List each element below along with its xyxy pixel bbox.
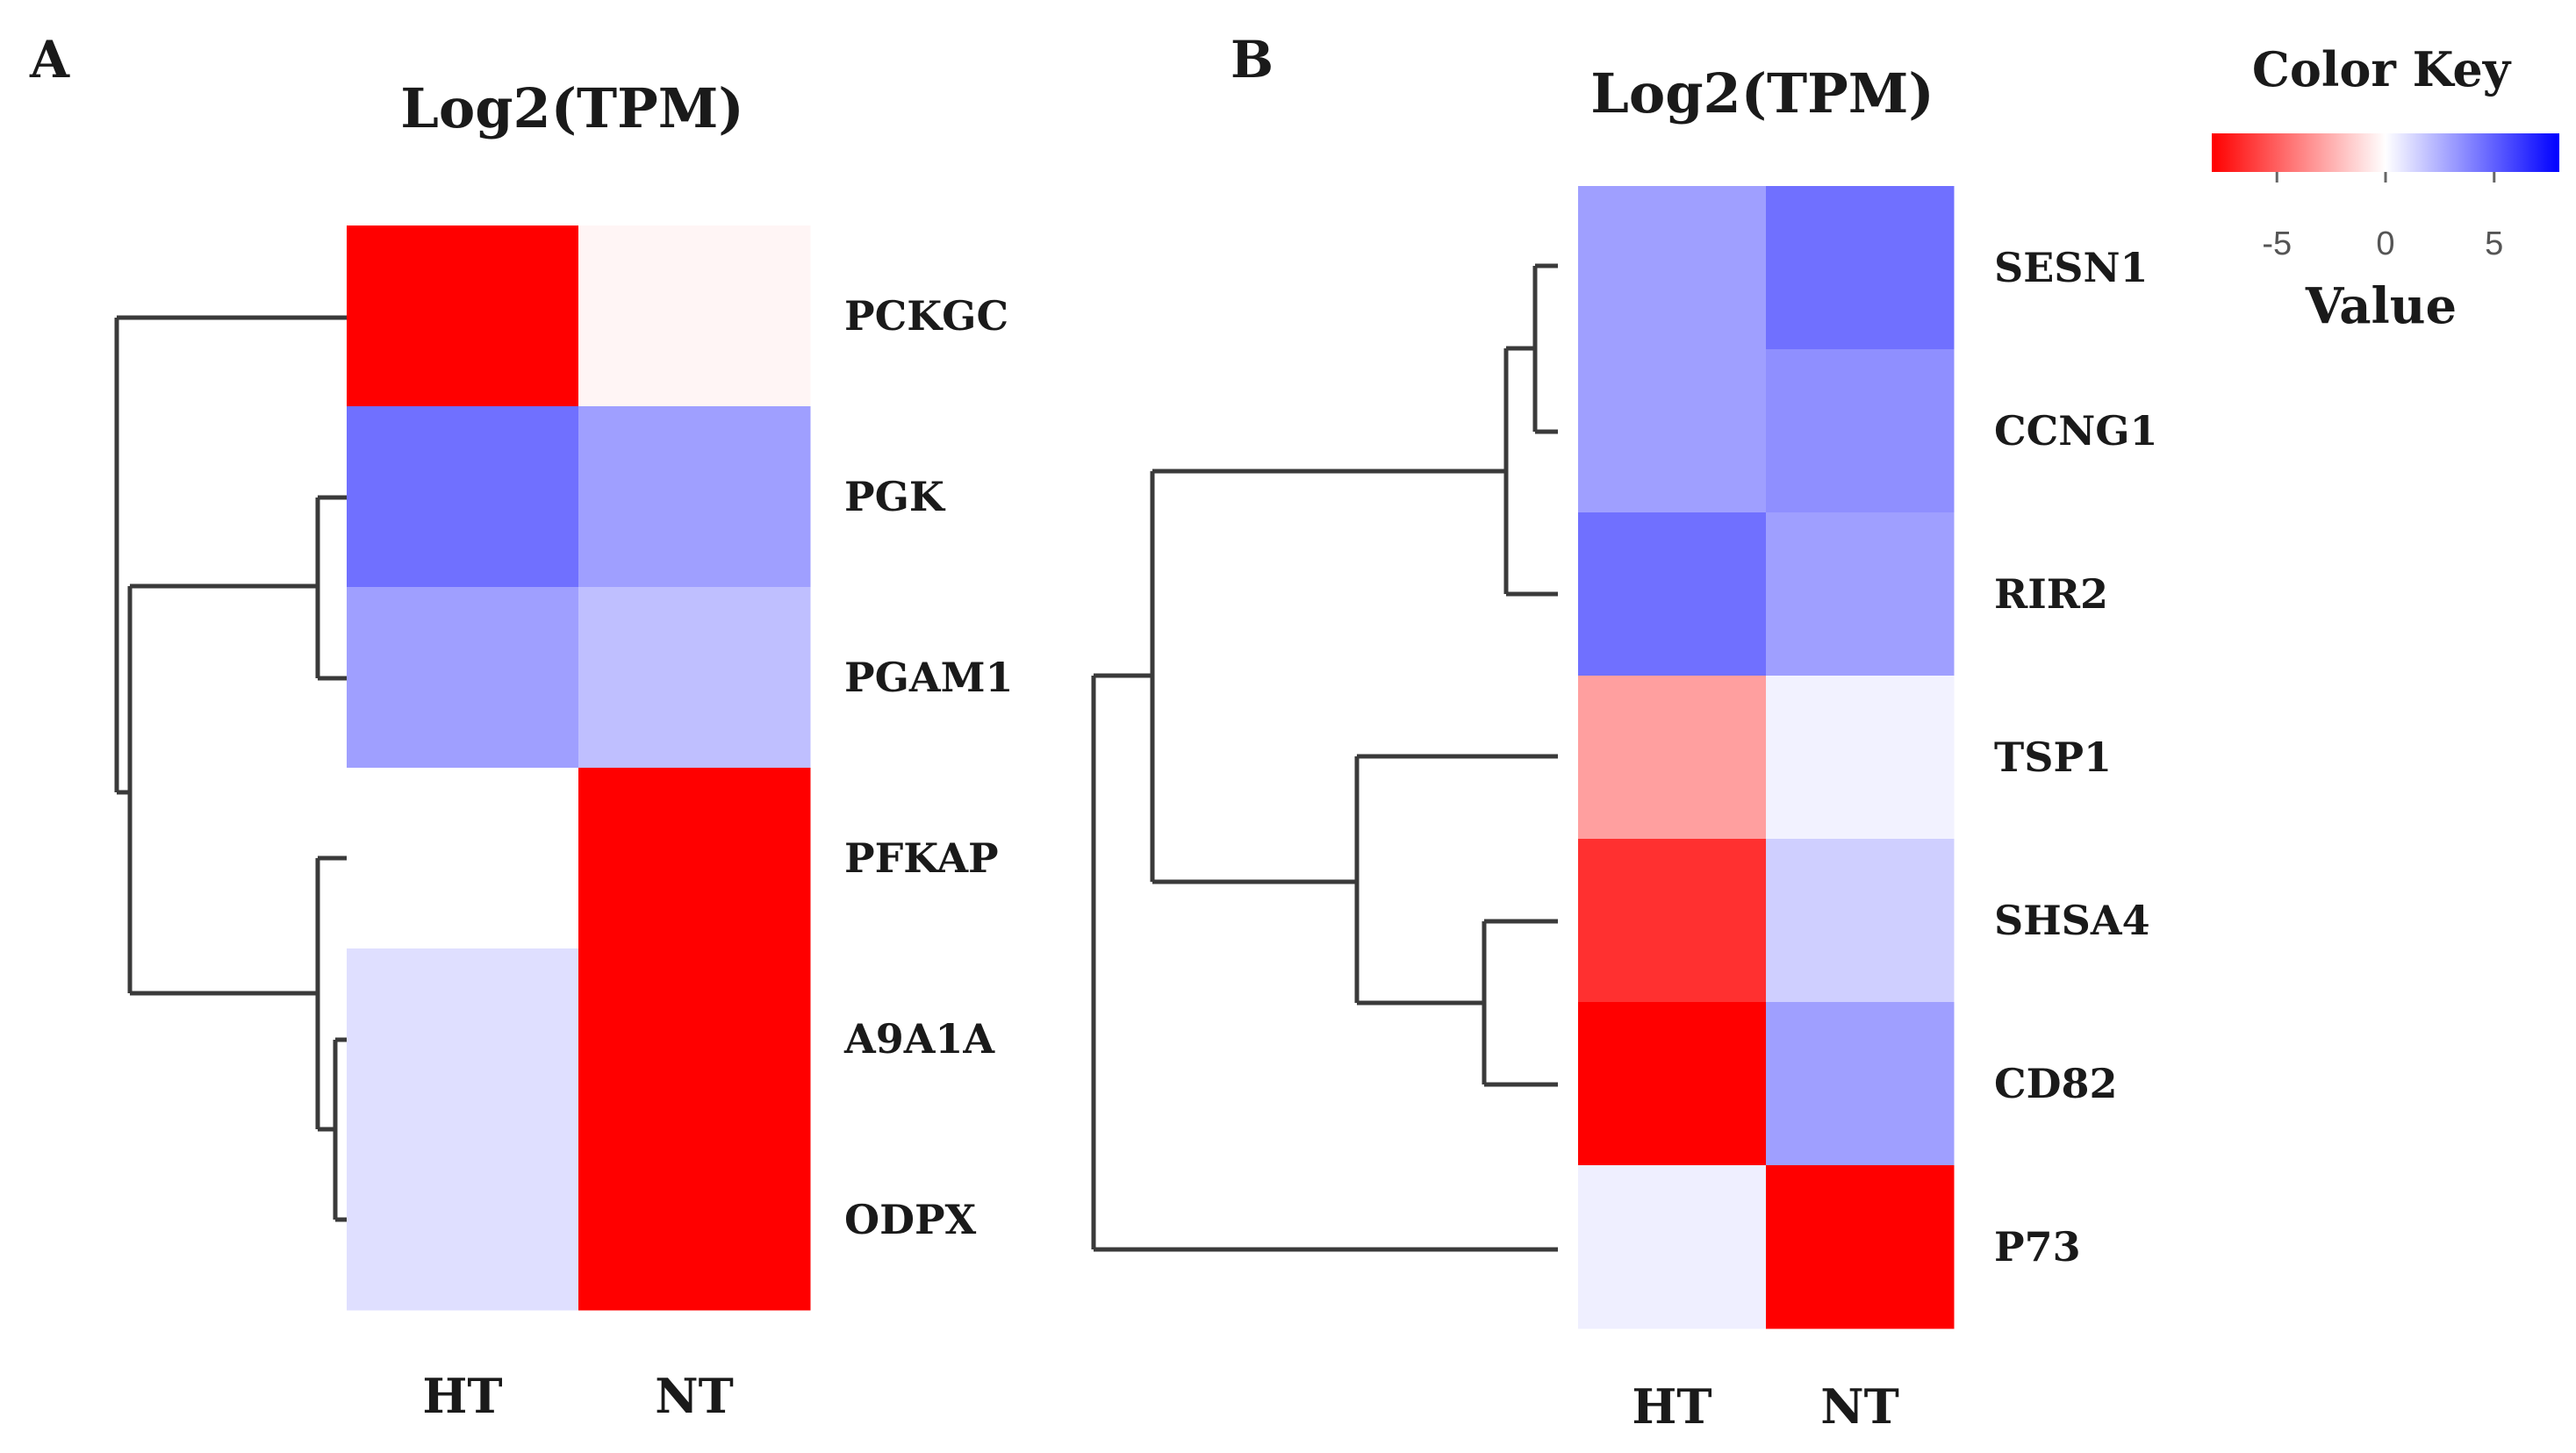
row-label: PFKAP (844, 834, 999, 882)
heatmap-cell (1578, 839, 1767, 1003)
row-label: SHSA4 (1994, 897, 2150, 944)
heatmap-cell (347, 587, 579, 769)
heatmap-cell (1578, 1002, 1767, 1166)
heatmap-cell (578, 768, 811, 949)
panel-b: B Log2(TPM) SESN1 CCNG1 RIR2 TSP1 SHSA4 … (1091, 30, 2158, 1435)
color-key-title: Color Key (2252, 41, 2512, 97)
heatmap-cell (1766, 1002, 1955, 1166)
panel-a-label: A (29, 30, 70, 89)
row-label: ODPX (844, 1196, 977, 1243)
color-key-xlabel: Value (2305, 277, 2457, 335)
heatmap-cell (1766, 512, 1955, 676)
color-key-tick-label: 5 (2485, 225, 2503, 262)
heatmap-cell (1578, 1165, 1767, 1329)
dendrogram-branch (315, 495, 347, 681)
panel-b-dendrogram (1091, 263, 1558, 1252)
column-label: HT (422, 1368, 502, 1424)
heatmap-cell (1766, 676, 1955, 840)
row-label: CCNG1 (1994, 407, 2158, 455)
heatmap-cell (347, 948, 579, 1130)
panel-b-row-labels: SESN1 CCNG1 RIR2 TSP1 SHSA4 CD82 P73 (1994, 244, 2158, 1270)
panel-a: A Log2(TPM) PCKGC PGK PGAM1 PFKAP A9A1A … (29, 30, 1014, 1424)
row-label: PGK (844, 473, 946, 520)
color-key-ticks: -5 0 5 (2262, 172, 2503, 262)
heatmap-cell (347, 1129, 579, 1311)
heatmap-cell (1766, 186, 1955, 350)
panel-a-title: Log2(TPM) (400, 76, 744, 140)
dendrogram-branch (333, 1037, 347, 1222)
color-key-tick-label: 0 (2376, 225, 2394, 262)
heatmap-cell (1578, 349, 1767, 513)
dendrogram-branch (1532, 263, 1558, 434)
heatmap-cell (578, 406, 811, 588)
panel-b-title: Log2(TPM) (1590, 61, 1934, 125)
panel-b-label: B (1231, 30, 1274, 89)
heatmap-cell (347, 225, 579, 407)
heatmap-cell (1578, 512, 1767, 676)
column-label: HT (1632, 1378, 1711, 1435)
heatmap-cell (578, 1129, 811, 1311)
color-key: Color Key -5 0 5 Value (2212, 41, 2559, 335)
heatmap-cell (578, 587, 811, 769)
heatmap-cell (1578, 186, 1767, 350)
column-label: NT (655, 1368, 734, 1424)
heatmap-cell (1766, 349, 1955, 513)
dendrogram-branch (1482, 919, 1558, 1087)
row-label: RIR2 (1994, 570, 2108, 618)
row-label: PGAM1 (844, 654, 1014, 701)
column-label: NT (1820, 1378, 1899, 1435)
row-label: A9A1A (843, 1015, 995, 1063)
panel-a-dendrogram (114, 315, 347, 1222)
dendrogram-branch (1091, 676, 1558, 1252)
row-label: P73 (1994, 1223, 2081, 1270)
row-label: SESN1 (1994, 244, 2149, 291)
heatmap-cell (1766, 1165, 1955, 1329)
panel-b-column-labels: HT NT (1632, 1378, 1898, 1435)
heatmap-cell (347, 768, 579, 949)
dendrogram-branch (1503, 348, 1558, 597)
heatmap-cell (578, 225, 811, 407)
row-label: TSP1 (1994, 734, 2112, 781)
color-key-tick-label: -5 (2262, 225, 2292, 262)
panel-a-row-labels: PCKGC PGK PGAM1 PFKAP A9A1A ODPX (843, 292, 1014, 1243)
dendrogram-branch (315, 855, 347, 1132)
panel-b-cells (1578, 186, 1955, 1329)
heatmap-cell (1766, 839, 1955, 1003)
color-key-gradient (2212, 133, 2559, 172)
heatmap-cell (1578, 676, 1767, 840)
dendrogram-branch (1354, 754, 1558, 1003)
heatmap-cell (578, 948, 811, 1130)
panel-a-cells (347, 225, 811, 1311)
panel-a-column-labels: HT NT (422, 1368, 733, 1424)
row-label: CD82 (1994, 1060, 2118, 1107)
heatmap-cell (347, 406, 579, 588)
dendrogram-branch (114, 315, 347, 792)
row-label: PCKGC (844, 292, 1008, 340)
